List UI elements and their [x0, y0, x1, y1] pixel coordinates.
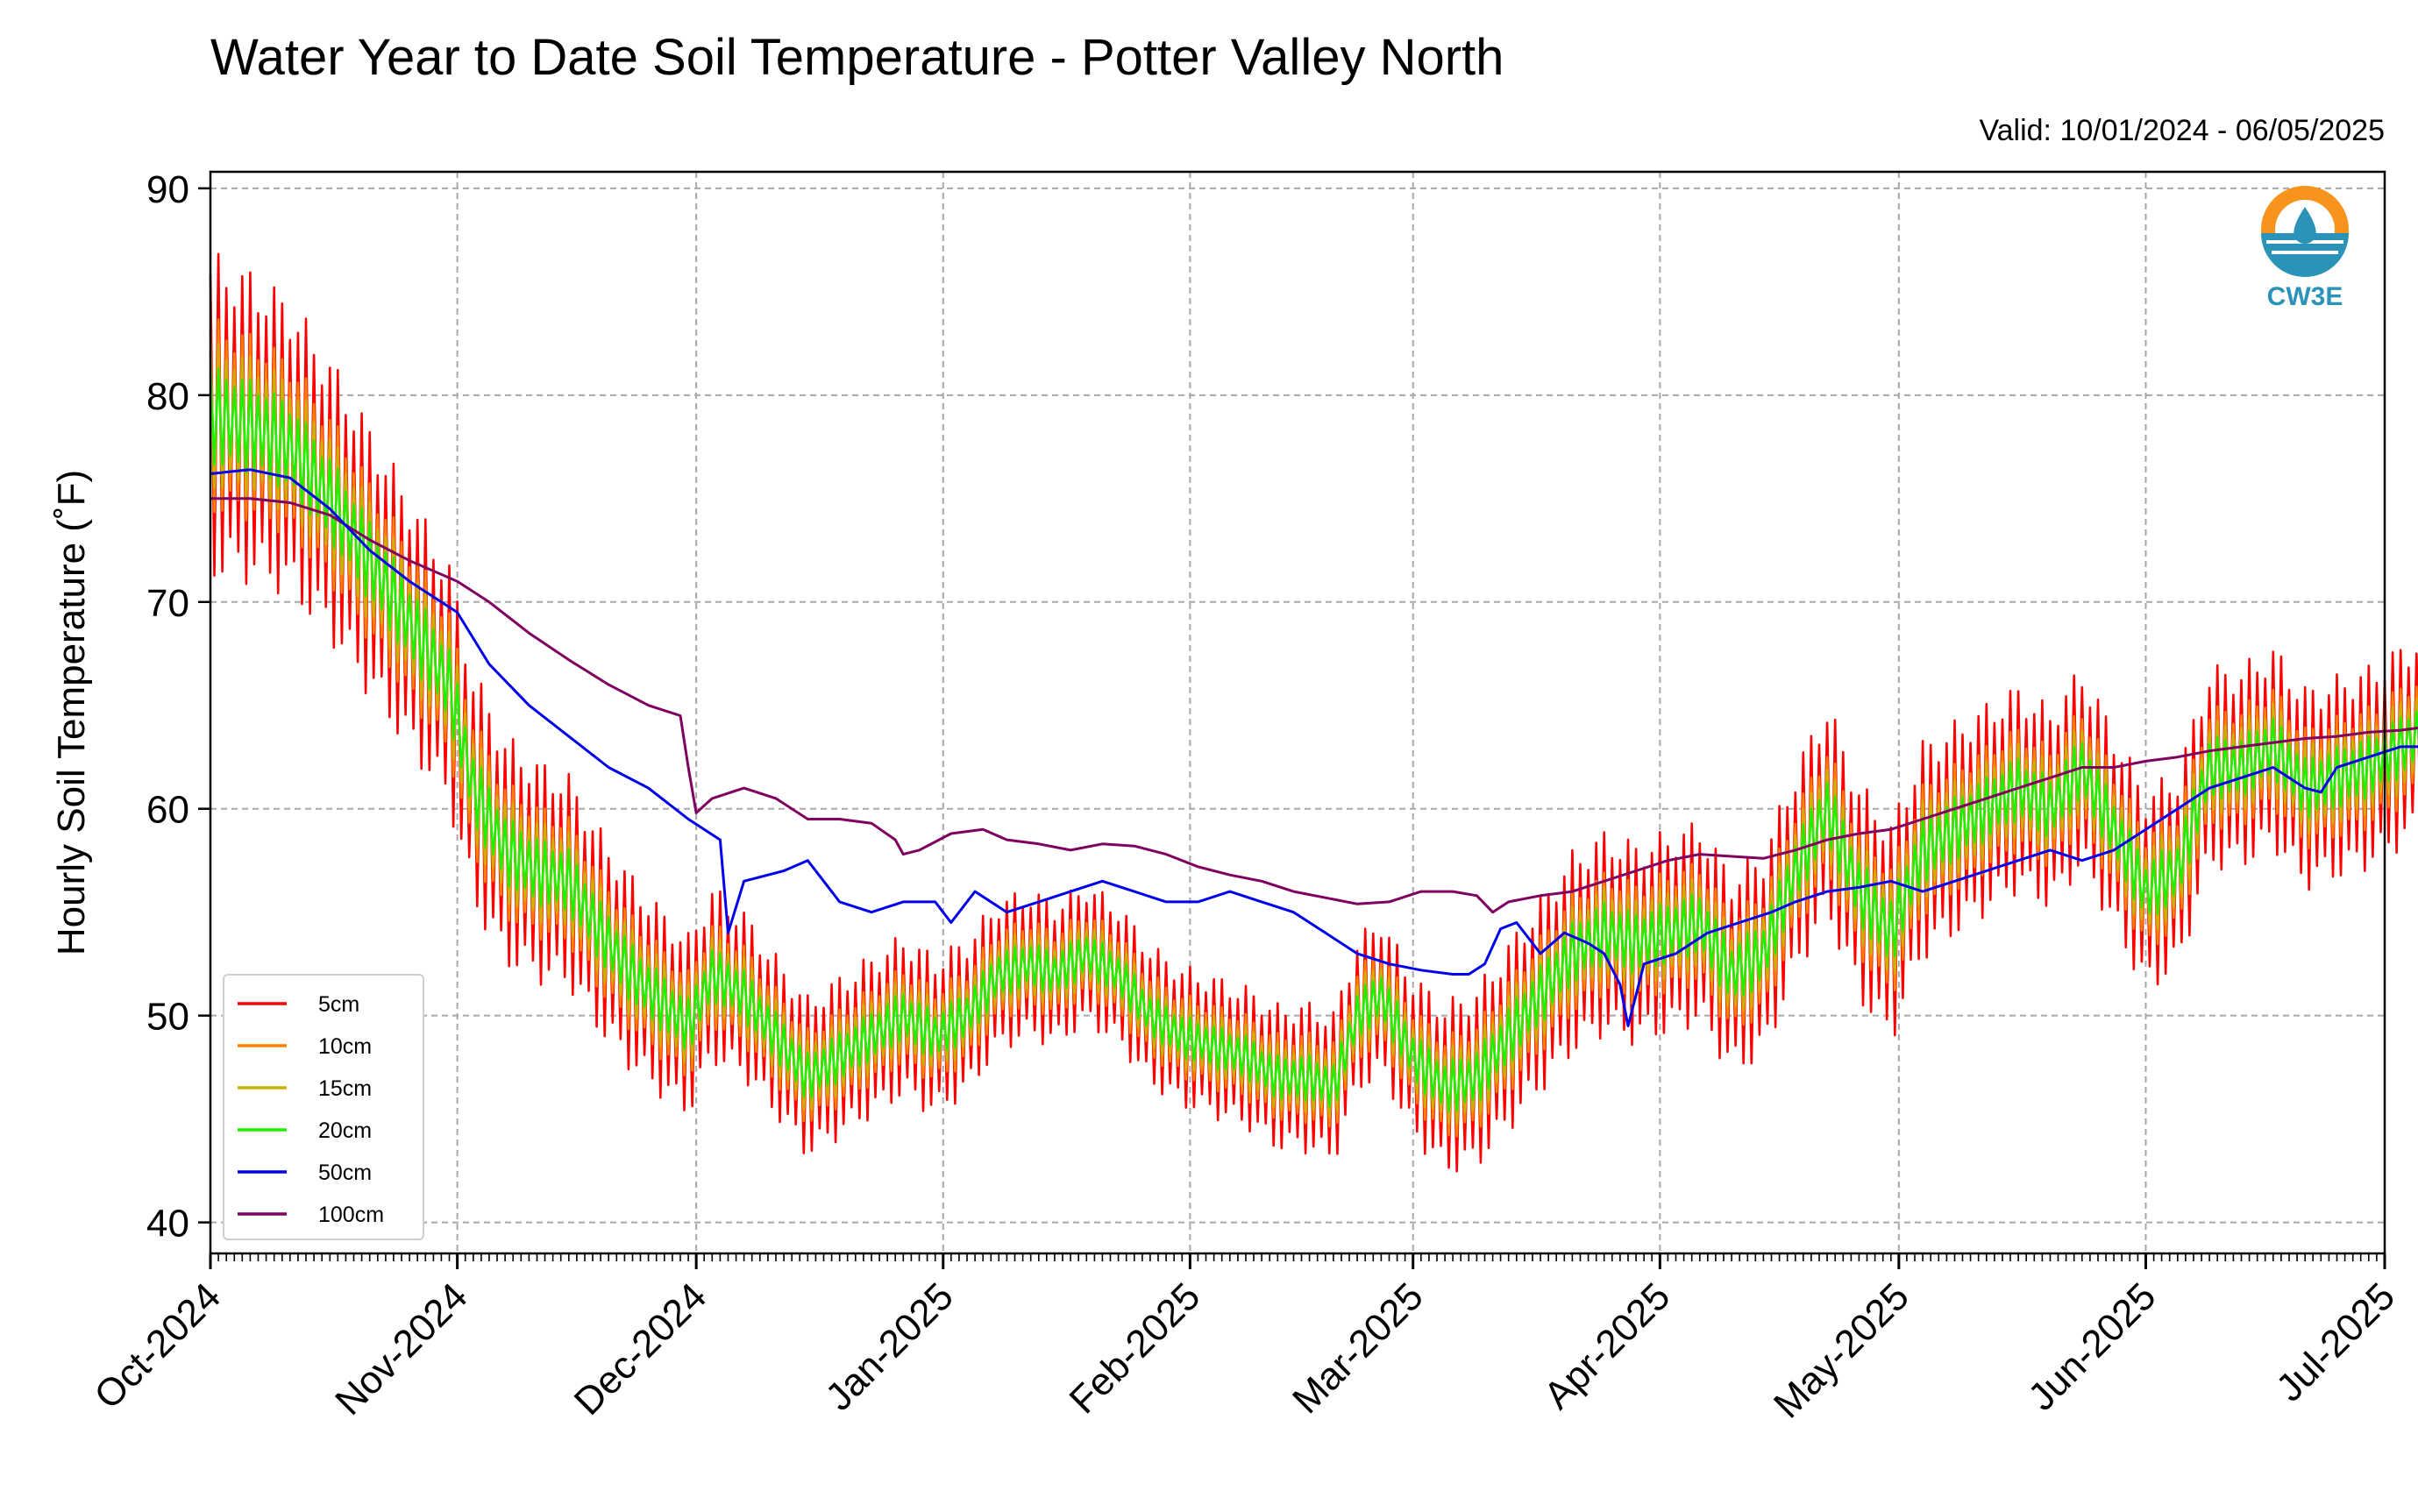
logo-wave-icon — [2261, 233, 2349, 277]
series-line-5cm — [209, 252, 2418, 1173]
x-tick-label: Jul-2025 — [2268, 1274, 2403, 1409]
series-line-20cm — [209, 367, 2418, 1112]
series-line-15cm — [209, 343, 2418, 1125]
legend-label-15cm: 15cm — [318, 1076, 372, 1101]
y-tick-label: 80 — [146, 375, 189, 418]
y-tick-label: 40 — [146, 1203, 189, 1246]
y-axis-label: Hourly Soil Temperature (˚F) — [50, 470, 93, 955]
y-axis-ticks: 40 50 60 70 80 90 — [146, 168, 210, 1246]
valid-date-range: Valid: 10/01/2024 - 06/05/2025 — [1979, 114, 2385, 147]
legend-label-100cm: 100cm — [318, 1203, 384, 1227]
series-line-50cm — [210, 468, 2418, 1027]
x-axis-tick-marks — [209, 1253, 2386, 1269]
legend-label-20cm: 20cm — [318, 1118, 372, 1143]
logo-text: CW3E — [2267, 282, 2343, 311]
x-axis-ticks: Oct-2024 Nov-2024 Dec-2024 Jan-2025 Feb-2025… — [86, 1274, 2403, 1426]
legend-label-10cm: 10cm — [318, 1034, 372, 1059]
y-tick-label: 90 — [146, 168, 189, 211]
x-tick-label: Apr-2025 — [1536, 1274, 1679, 1417]
x-tick-label: Feb-2025 — [1062, 1274, 1209, 1422]
x-tick-label: Dec-2024 — [566, 1274, 715, 1423]
series-lines — [209, 252, 2418, 1173]
legend-label-50cm: 50cm — [318, 1161, 372, 1185]
y-tick-label: 50 — [146, 996, 189, 1039]
x-tick-label: May-2025 — [1766, 1274, 1917, 1426]
series-line-10cm — [209, 318, 2418, 1138]
legend-label-5cm: 5cm — [318, 992, 359, 1017]
x-minor-tick-marks — [210, 1253, 2386, 1261]
y-tick-label: 60 — [146, 789, 189, 832]
x-tick-label: Nov-2024 — [327, 1274, 476, 1423]
legend: 5cm 10cm 15cm 20cm 50cm 100cm — [223, 974, 424, 1240]
x-tick-label: Jan-2025 — [817, 1274, 961, 1418]
y-tick-label: 70 — [146, 582, 189, 625]
logo-droplet-icon — [2294, 207, 2316, 244]
plot-frame — [209, 170, 2386, 1255]
cw3e-logo: CW3E — [2261, 186, 2349, 311]
chart-title: Water Year to Date Soil Temperature - Po… — [210, 29, 1504, 86]
series-line-100cm — [210, 497, 2418, 914]
x-tick-label: Jun-2025 — [2020, 1274, 2164, 1418]
x-tick-label: Mar-2025 — [1284, 1274, 1432, 1422]
grid-lines — [210, 172, 2385, 1253]
x-tick-label: Oct-2024 — [86, 1274, 229, 1417]
